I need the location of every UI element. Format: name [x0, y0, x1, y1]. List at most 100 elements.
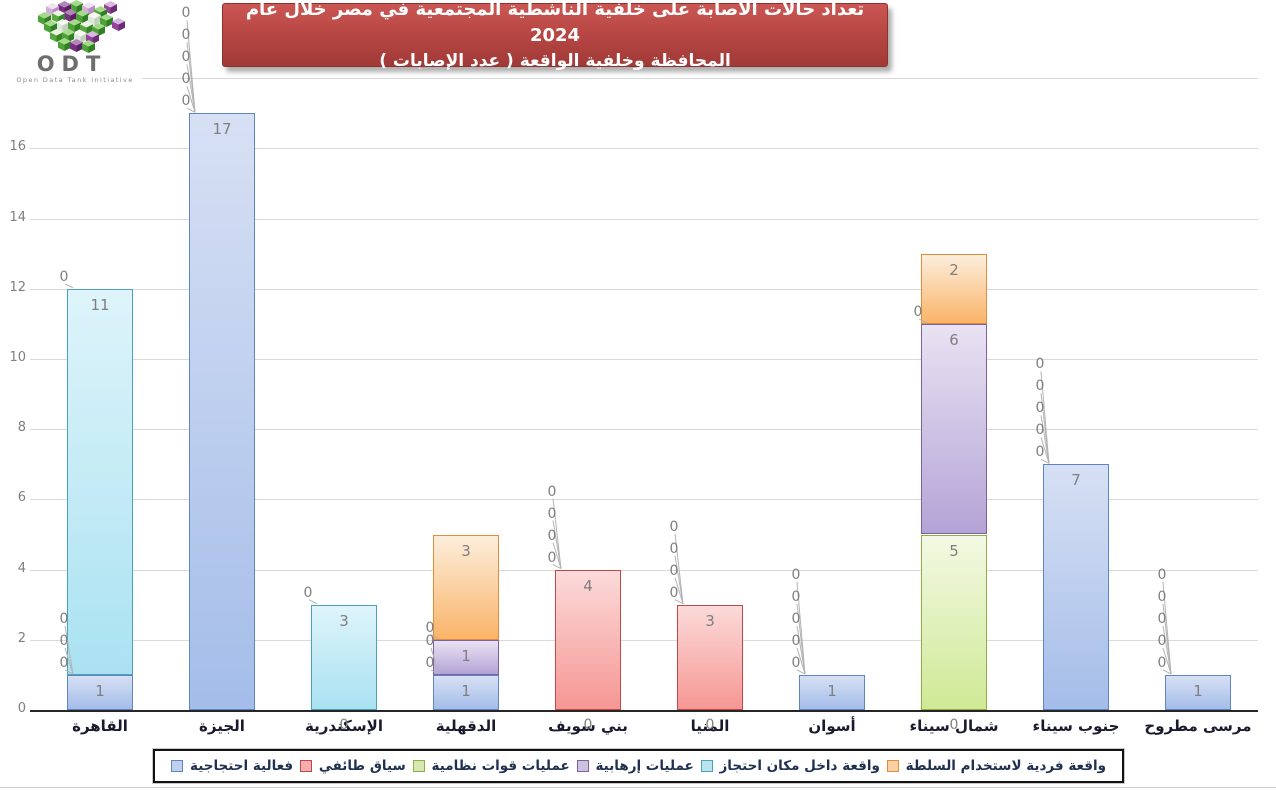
zero-label-baseline: 0: [583, 717, 593, 733]
zero-label: 0: [791, 566, 801, 583]
zero-label: 0: [59, 654, 69, 671]
zero-label: 0: [425, 654, 435, 671]
legend-label: فعالية احتجاجية: [190, 758, 294, 774]
odt-cubes-icon: [38, 0, 125, 53]
y-tick-4: 4: [17, 560, 26, 576]
segment-value-label: 1: [1193, 682, 1203, 701]
bar-segment-3-0: [433, 674, 499, 710]
bar-segment-9-0: [1165, 674, 1231, 710]
bottom-divider: [0, 787, 1276, 788]
y-tick-16: 16: [9, 139, 26, 155]
logo-cube: [76, 10, 89, 23]
logo-cube: [58, 38, 71, 51]
category-label-2: الإسكندرية: [305, 717, 383, 735]
chart-title-line1: تعداد حالات الاصابة على خلفية الناشطية ا…: [245, 0, 865, 46]
zero-label: 0: [59, 268, 69, 285]
zero-label: 0: [1157, 632, 1167, 649]
y-tick-10: 10: [9, 350, 26, 365]
zero-label: 0: [913, 303, 923, 320]
zero-label: 0: [1035, 378, 1045, 395]
zero-label: 0: [1157, 566, 1167, 583]
segment-value-label: 11: [90, 295, 110, 314]
legend-swatch-icon: [412, 760, 425, 772]
logo-cube: [112, 18, 125, 31]
zero-label: 0: [547, 483, 557, 500]
bar-segment-2-4: [311, 604, 377, 710]
zero-label: 0: [669, 562, 679, 579]
zero-label-baseline: 0: [339, 717, 349, 733]
gridline-4: [30, 569, 1258, 571]
y-tick-8: 8: [17, 420, 26, 436]
odt-logo-text: ODT: [36, 52, 108, 76]
legend-label: واقعة داخل مكان احتجاز: [719, 758, 880, 774]
zero-label: 0: [669, 540, 679, 557]
gridline-16: [30, 148, 1258, 150]
gridline-2: [30, 639, 1258, 641]
zero-label: 0: [547, 527, 557, 544]
gridline-6: [30, 499, 1258, 501]
category-label-3: الدقهلية: [435, 717, 497, 735]
logo-cube: [74, 30, 87, 43]
zero-label: 0: [791, 654, 801, 671]
zero-label: 0: [59, 610, 69, 627]
segment-value-label: 1: [827, 682, 837, 701]
bar-segment-5-1: [677, 604, 743, 710]
legend-item-0: فعالية احتجاجية: [171, 758, 293, 774]
category-label-0: القاهرة: [72, 717, 128, 735]
chart-title-line2: المحافظة وخلفية الواقعة ( عدد الإصابات ): [379, 51, 731, 71]
zero-label: 0: [1035, 400, 1045, 417]
logo-cube: [82, 40, 95, 53]
zero-label: 0: [1157, 588, 1167, 605]
segment-value-label: 3: [461, 541, 471, 560]
segment-value-label: 1: [461, 682, 471, 701]
legend-label: سياق طائفي: [318, 758, 406, 774]
segment-value-label: 17: [212, 120, 232, 139]
legend-label: واقعة فردية لاستخدام السلطة: [905, 758, 1106, 774]
zero-label: 0: [425, 619, 435, 636]
segment-value-label: 6: [949, 330, 959, 349]
zero-label: 0: [181, 27, 191, 44]
segment-value-label: 3: [705, 611, 715, 630]
logo-cube: [70, 39, 83, 52]
segment-value-label: 4: [583, 576, 593, 595]
category-label-4: بني سويف: [548, 717, 628, 735]
y-tick-14: 14: [9, 209, 26, 225]
legend-swatch-icon: [299, 760, 312, 772]
category-label-1: الجيزة: [199, 717, 245, 735]
bar-segment-1-0: [189, 113, 255, 710]
segment-value-label: 5: [949, 541, 959, 560]
legend-swatch-icon: [700, 760, 713, 772]
logo-cube: [92, 23, 105, 36]
bar-segment-7-2: [921, 534, 987, 710]
gridline-14: [30, 218, 1258, 220]
zero-label: 0: [1035, 444, 1045, 461]
bar-segment-3-3: [433, 639, 499, 675]
gridline-8: [30, 429, 1258, 431]
legend-item-3: عمليات إرهابية: [576, 758, 694, 774]
legend-item-1: سياق طائفي: [299, 758, 406, 774]
zero-label: 0: [181, 71, 191, 88]
zero-label: 0: [181, 93, 191, 110]
legend-swatch-icon: [576, 760, 589, 772]
segment-value-label: 7: [1071, 471, 1081, 490]
category-label-5: المنيا: [690, 717, 730, 735]
legend-label: عمليات إرهابية: [595, 758, 694, 774]
odt-logo: ODT Open Data Tank Initiative: [12, 0, 142, 86]
bar-segment-0-4: [67, 288, 133, 675]
legend-swatch-icon: [171, 760, 184, 772]
category-label-7: شمال سيناء: [909, 717, 999, 735]
bar-segment-8-0: [1043, 464, 1109, 710]
bar-segment-7-5: [921, 253, 987, 324]
y-tick-12: 12: [9, 279, 26, 295]
zero-label: 0: [181, 49, 191, 66]
zero-label: 0: [791, 588, 801, 605]
bar-segment-3-5: [433, 534, 499, 640]
gridline-12: [30, 288, 1258, 290]
zero-label: 0: [181, 5, 191, 22]
bar-segment-6-0: [799, 674, 865, 710]
odt-logo-subtitle: Open Data Tank Initiative: [16, 76, 134, 84]
zero-label: 0: [303, 584, 313, 601]
zero-label: 0: [669, 584, 679, 601]
zero-label-baseline: 0: [705, 717, 715, 733]
zero-label: 0: [669, 518, 679, 535]
